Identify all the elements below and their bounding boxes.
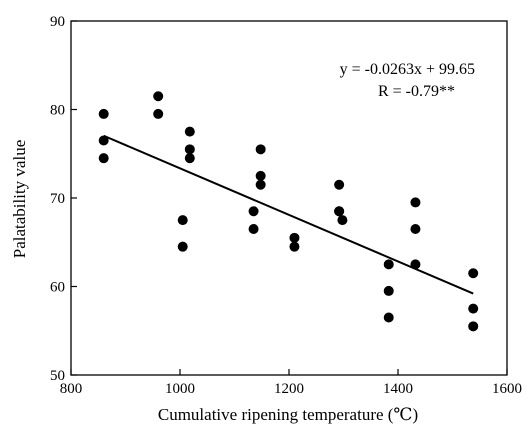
data-point	[184, 126, 195, 137]
data-point	[98, 135, 109, 146]
data-point	[248, 223, 259, 234]
data-point	[184, 153, 195, 164]
data-point	[468, 321, 479, 332]
data-point	[248, 206, 259, 217]
regression-line	[103, 134, 474, 295]
x-tick-label: 800	[60, 381, 83, 397]
y-tick-label: 50	[50, 368, 65, 384]
y-tick-label: 90	[50, 14, 65, 30]
y-tick-label: 60	[50, 280, 65, 296]
data-point	[255, 144, 266, 155]
data-point	[337, 215, 348, 226]
data-point	[468, 303, 479, 314]
data-point	[255, 170, 266, 181]
x-tick-label: 1400	[383, 381, 413, 397]
data-point	[383, 312, 394, 323]
x-tick-label: 1600	[492, 381, 522, 397]
x-tick-label: 1200	[274, 381, 304, 397]
data-point	[153, 108, 164, 119]
data-point	[177, 215, 188, 226]
regression-equation: y = -0.0263x + 99.65	[340, 61, 475, 78]
y-tick-label: 80	[50, 103, 65, 119]
data-point	[255, 179, 266, 190]
x-tick-label: 1000	[165, 381, 195, 397]
data-point	[184, 144, 195, 155]
data-point	[383, 285, 394, 296]
data-points	[98, 91, 479, 332]
correlation-label: R = -0.79**	[378, 83, 455, 100]
y-axis-ticks: 50 60 70 80 90	[50, 14, 77, 384]
data-point	[153, 91, 164, 102]
data-point	[98, 108, 109, 119]
data-point	[468, 268, 479, 279]
data-point	[383, 259, 394, 270]
y-tick-label: 70	[50, 191, 65, 207]
x-axis-ticks: 800 1000 1200 1400 1600	[60, 369, 522, 397]
data-point	[410, 197, 421, 208]
regression-line-group	[103, 134, 474, 295]
data-point	[98, 153, 109, 164]
data-point	[289, 241, 300, 252]
y-axis-label: Palatability value	[10, 140, 29, 259]
x-axis-label: Cumulative ripening temperature (℃)	[158, 405, 418, 424]
data-point	[289, 232, 300, 243]
data-point	[334, 179, 345, 190]
data-point	[410, 223, 421, 234]
data-point	[334, 206, 345, 217]
data-point	[177, 241, 188, 252]
